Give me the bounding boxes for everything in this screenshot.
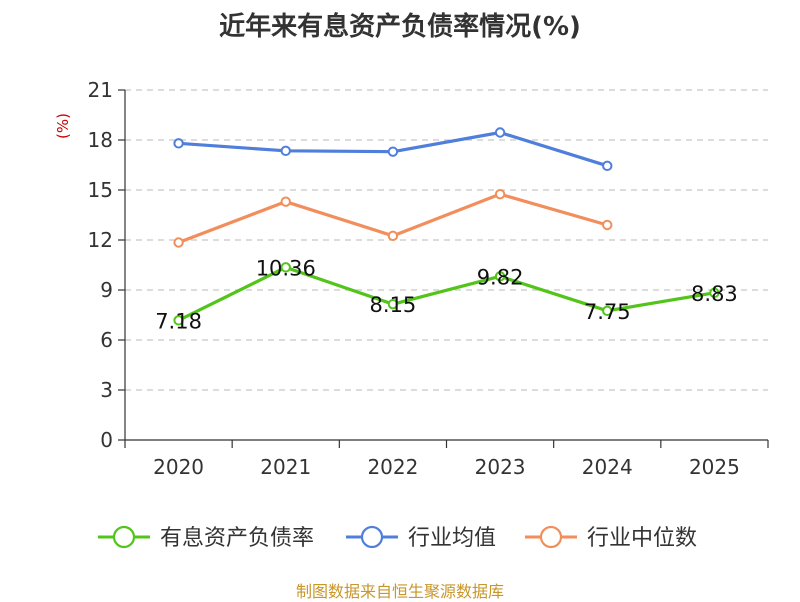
legend-label-0: 有息资产负债率 — [160, 526, 314, 551]
data-point — [280, 145, 291, 157]
data-point — [280, 262, 291, 273]
legend-label-2: 行业中位数 — [587, 526, 697, 551]
data-label: 8.15 — [370, 293, 417, 317]
data-point — [387, 230, 399, 242]
legend-label-1: 行业均值 — [408, 526, 496, 551]
y-tick-label: 9 — [100, 278, 113, 302]
legend-marker-1 — [360, 525, 384, 549]
series-line-0 — [177, 265, 715, 322]
x-tick-label-2020: 2020 — [153, 455, 204, 479]
x-tick-label-2021: 2021 — [260, 455, 311, 479]
series-lines — [173, 127, 720, 326]
data-point — [173, 138, 184, 149]
chart-title: 近年来有息资产负债率情况(%) — [219, 12, 581, 42]
data-labels: 7.18 10.36 8.15 9.82 7.75 8.83 — [155, 256, 738, 333]
data-point — [173, 237, 184, 248]
y-tick-label: 15 — [88, 178, 113, 202]
data-point — [602, 160, 613, 172]
legend-marker-2 — [539, 525, 563, 549]
y-tick-label: 6 — [100, 328, 113, 352]
data-point — [602, 305, 613, 317]
data-point — [387, 146, 399, 157]
data-point — [494, 271, 506, 282]
data-point — [602, 219, 613, 231]
x-tick-label-2023: 2023 — [475, 455, 526, 479]
data-point — [494, 188, 506, 200]
data-point — [173, 315, 184, 326]
grid-lines — [125, 89, 768, 391]
y-unit-label: (%) — [54, 113, 72, 139]
x-tick-label-2025: 2025 — [689, 455, 740, 479]
x-tick-label-2024: 2024 — [582, 455, 633, 479]
y-tick-label: 3 — [100, 378, 113, 402]
axes: 0 3 6 9 12 15 18 21 2020 2021 2022 2023 2024 2025 — [88, 78, 769, 479]
data-label: 9.82 — [477, 265, 524, 289]
data-point — [494, 127, 506, 138]
data-label: 10.36 — [256, 256, 316, 280]
x-tick-label-2022: 2022 — [367, 455, 418, 479]
data-label: 7.18 — [155, 309, 202, 333]
data-label: 7.75 — [584, 300, 631, 324]
data-point — [280, 196, 291, 207]
data-label: 8.83 — [691, 282, 738, 306]
legend: 有息资产负债率 行业均值 行业中位数 — [98, 525, 697, 551]
y-tick-label: 0 — [100, 428, 113, 452]
y-tick-label: 18 — [88, 128, 113, 152]
source-note: 制图数据来自恒生聚源数据库 — [295, 582, 504, 601]
y-tick-label: 12 — [88, 228, 113, 252]
data-point — [387, 298, 399, 310]
legend-marker-0 — [112, 525, 136, 549]
data-point — [709, 287, 720, 299]
y-tick-label: 21 — [88, 78, 113, 102]
